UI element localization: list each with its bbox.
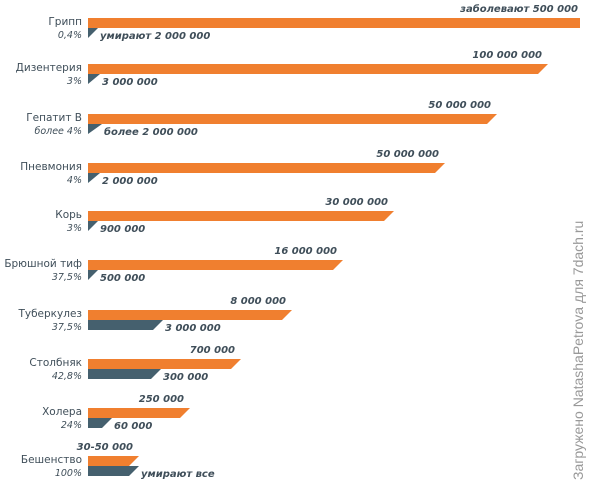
chart-row: Туберкулез 37,5% 8 000 000 3 000 000 <box>0 296 600 340</box>
deaths-label: более 2 000 000 <box>104 127 198 138</box>
disease-name: Брюшной тиф <box>4 258 82 270</box>
mortality-percent: 24% <box>60 420 82 431</box>
deaths-bar <box>88 124 102 134</box>
mortality-percent: 3% <box>66 76 82 87</box>
deaths-label: 900 000 <box>100 224 146 235</box>
cases-bar <box>88 114 497 124</box>
cases-bar <box>88 163 445 173</box>
cases-bar <box>88 211 394 221</box>
mortality-percent: 37,5% <box>51 272 82 283</box>
mortality-percent: 3% <box>66 223 82 234</box>
deaths-bar <box>88 221 98 231</box>
watermark: Загружено NatashaPetrova для 7dach.ru <box>570 220 586 480</box>
cases-bar <box>88 260 343 270</box>
deaths-bar <box>88 466 139 476</box>
deaths-bar <box>88 418 112 428</box>
chart-row: Холера 24% 250 000 60 000 <box>0 394 600 438</box>
cases-bar <box>88 408 190 418</box>
cases-label: 16 000 000 <box>274 246 337 257</box>
cases-bar <box>88 456 139 466</box>
deaths-label: 300 000 <box>163 372 209 383</box>
cases-label: 30 000 000 <box>325 197 388 208</box>
cases-label: 30-50 000 <box>76 442 133 453</box>
deaths-bar <box>88 173 100 183</box>
chart-row: Гепатит В более 4% 50 000 000 более 2 000 0… <box>0 100 600 144</box>
deaths-bar <box>88 28 98 38</box>
chart-row: Столбняк 42,8% 700 000 300 000 <box>0 345 600 389</box>
cases-bar <box>88 359 241 369</box>
disease-name: Холера <box>42 406 82 418</box>
deaths-label: умирают все <box>141 469 215 480</box>
deaths-label: 2 000 000 <box>102 176 158 187</box>
disease-name: Дизентерия <box>15 62 82 74</box>
cases-label: 250 000 <box>138 394 184 405</box>
cases-bar <box>88 64 548 74</box>
mortality-percent: 0,4% <box>57 30 82 41</box>
cases-bar <box>88 18 580 28</box>
deaths-bar <box>88 369 161 379</box>
chart-row: Пневмония 4% 50 000 000 2 000 000 <box>0 149 600 193</box>
mortality-percent: 100% <box>54 468 82 479</box>
deaths-label: 500 000 <box>100 273 146 284</box>
disease-name: Столбняк <box>29 357 82 369</box>
deaths-bar <box>88 74 100 84</box>
disease-name: Бешенство <box>20 454 82 466</box>
disease-name: Пневмония <box>20 161 82 173</box>
chart-row: Брюшной тиф 37,5% 16 000 000 500 000 <box>0 246 600 290</box>
cases-label: 50 000 000 <box>428 100 491 111</box>
mortality-percent: 42,8% <box>51 371 82 382</box>
chart-row: Корь 3% 30 000 000 900 000 <box>0 197 600 241</box>
cases-label: 100 000 000 <box>472 50 542 61</box>
deaths-bar <box>88 270 98 280</box>
disease-name: Туберкулез <box>18 308 82 320</box>
disease-name: Гепатит В <box>26 112 82 124</box>
cases-label: 50 000 000 <box>376 149 439 160</box>
mortality-percent: 4% <box>66 175 82 186</box>
mortality-percent: более 4% <box>34 126 82 137</box>
deaths-label: 3 000 000 <box>165 323 221 334</box>
deaths-label: 60 000 <box>114 421 153 432</box>
cases-label: 8 000 000 <box>230 296 286 307</box>
deaths-label: умирают 2 000 000 <box>100 31 211 42</box>
chart-row: Дизентерия 3% 100 000 000 3 000 000 <box>0 50 600 94</box>
disease-name: Грипп <box>48 16 82 28</box>
deaths-label: 3 000 000 <box>102 77 158 88</box>
cases-label: заболевают 500 000 <box>460 4 578 15</box>
chart-row: Грипп 0,4% заболевают 500 000 умирают 2 000… <box>0 4 600 48</box>
cases-bar <box>88 310 292 320</box>
cases-label: 700 000 <box>189 345 235 356</box>
mortality-percent: 37,5% <box>51 322 82 333</box>
deaths-bar <box>88 320 163 330</box>
chart-row: Бешенство 100% 30-50 000 умирают все <box>0 442 600 486</box>
disease-name: Корь <box>55 209 82 221</box>
